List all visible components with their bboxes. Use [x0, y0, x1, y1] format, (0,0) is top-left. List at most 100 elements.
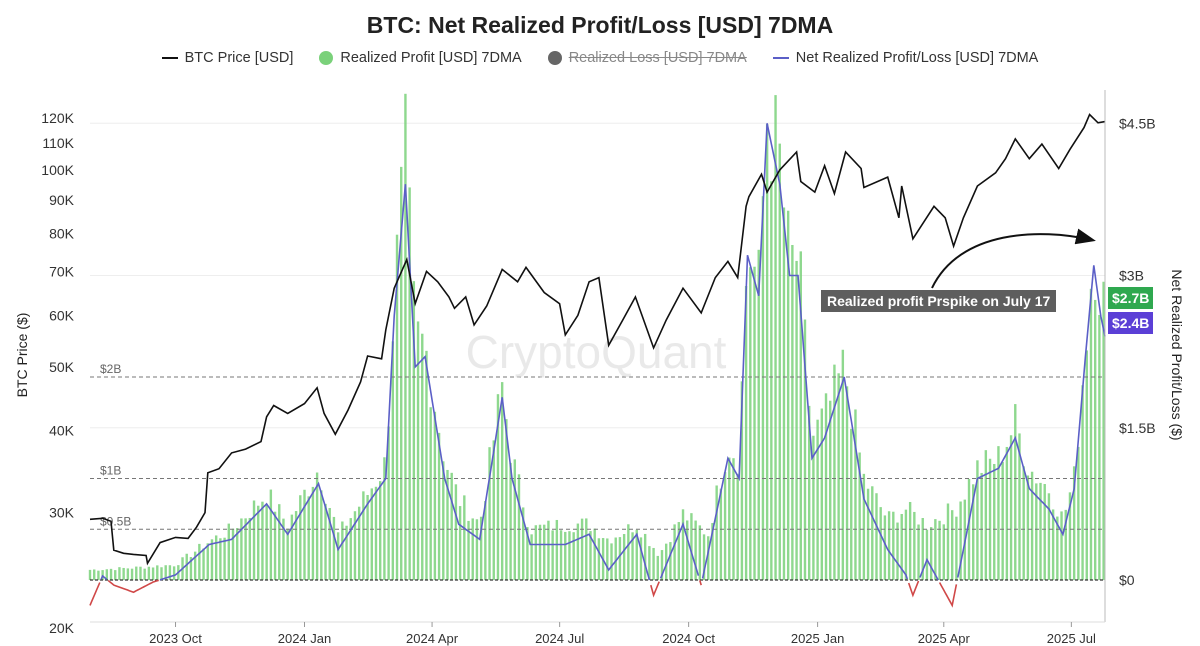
profit-bar	[185, 553, 188, 580]
x-tick-label: 2023 Oct	[149, 631, 202, 646]
profit-bar	[168, 565, 172, 580]
legend-item-net-realized[interactable]: Net Realized Profit/Loss [USD] 7DMA	[772, 50, 1038, 66]
profit-bar	[412, 281, 416, 580]
profit-bar	[1077, 446, 1080, 580]
profit-bar	[88, 569, 92, 580]
profit-bar	[307, 496, 310, 580]
legend-item-realized-loss[interactable]: Realized Loss [USD] 7DMA	[547, 50, 747, 66]
profit-bar	[97, 570, 100, 580]
profit-bar	[383, 457, 386, 580]
profit-bar	[143, 568, 146, 580]
profit-bar	[278, 504, 281, 580]
profit-bar	[269, 489, 273, 580]
profit-bar	[892, 511, 895, 580]
annotation-arrow	[931, 228, 1096, 289]
net-realized-loss-line	[650, 581, 660, 598]
profit-bar	[648, 546, 651, 580]
profit-bar	[812, 435, 815, 580]
profit-bar	[635, 529, 638, 580]
profit-bar	[875, 493, 878, 580]
y-left-axis-title: BTC Price ($)	[14, 313, 30, 398]
profit-bar	[871, 486, 874, 580]
profit-bar	[231, 528, 235, 580]
profit-bar	[1089, 288, 1093, 580]
y-left-tick-label: 20K	[49, 620, 75, 636]
y-right-tick-label: $3B	[1119, 268, 1144, 284]
legend-item-realized-profit[interactable]: Realized Profit [USD] 7DMA	[319, 50, 522, 66]
profit-bar	[353, 511, 357, 580]
chart-legend: BTC Price [USD] Realized Profit [USD] 7D…	[0, 50, 1200, 66]
profit-bar	[257, 505, 260, 580]
legend-line-marker-icon	[772, 57, 789, 59]
profit-bar	[1060, 511, 1063, 580]
profit-bar	[614, 537, 617, 580]
profit-bar	[816, 419, 819, 580]
profit-bar	[791, 244, 794, 581]
profit-bar	[707, 536, 710, 580]
profit-bar	[282, 518, 285, 580]
profit-bar	[568, 531, 571, 580]
profit-bar	[164, 565, 167, 580]
profit-bar	[362, 491, 365, 580]
profit-bar	[450, 472, 453, 580]
profit-bar	[639, 537, 643, 580]
profit-bar	[686, 520, 689, 580]
profit-bar	[357, 506, 361, 580]
profit-bar	[908, 501, 912, 580]
profit-bar	[332, 516, 336, 580]
profit-bar	[942, 524, 945, 580]
profit-bar	[1039, 482, 1042, 580]
legend-item-btc-price[interactable]: BTC Price [USD]	[161, 50, 293, 66]
profit-bar	[454, 484, 458, 580]
profit-bar	[1064, 509, 1067, 580]
profit-bar	[1081, 385, 1084, 580]
profit-bar	[593, 528, 596, 580]
profit-bar	[854, 409, 857, 580]
profit-bar	[223, 537, 226, 580]
profit-bar	[925, 529, 929, 580]
profit-bar	[673, 524, 676, 580]
profit-bar	[934, 519, 937, 580]
profit-bar	[913, 511, 916, 580]
x-tick-label: 2024 Apr	[406, 631, 459, 646]
profit-bar	[543, 524, 546, 580]
profit-bar	[160, 567, 163, 580]
profit-bar	[976, 460, 979, 580]
profit-bar	[627, 524, 630, 580]
profit-bar	[677, 522, 681, 580]
legend-dot-marker-icon	[319, 51, 334, 65]
legend-label: Realized Loss [USD] 7DMA	[568, 50, 747, 66]
profit-bar	[900, 513, 903, 580]
profit-bar	[564, 531, 567, 580]
net-realized-loss-line	[907, 580, 920, 598]
x-tick-label: 2024 Jul	[535, 631, 584, 646]
profit-bar	[433, 411, 437, 580]
legend-line-marker-icon	[161, 57, 178, 59]
profit-bar	[534, 525, 538, 580]
profit-bar	[1085, 350, 1088, 580]
profit-bar	[610, 543, 613, 580]
profit-bar	[980, 472, 983, 580]
profit-bar	[479, 516, 483, 580]
profit-bar	[883, 515, 887, 580]
profit-bar	[458, 506, 462, 580]
profit-bar	[484, 501, 487, 580]
profit-bar	[589, 531, 592, 580]
legend-label: Realized Profit [USD] 7DMA	[340, 50, 522, 66]
profit-bar	[147, 566, 151, 580]
annotation-callout: Realized profit Prspike on July 17	[821, 290, 1057, 312]
profit-bar	[379, 481, 382, 580]
profit-bar	[336, 532, 340, 580]
profit-bar	[576, 523, 580, 580]
profit-bar	[135, 566, 138, 580]
profit-bar	[702, 534, 706, 580]
watermark-text: CryptoQuant	[466, 326, 727, 378]
profit-bar	[118, 567, 121, 580]
profit-bar	[404, 93, 407, 580]
profit-bar	[845, 386, 849, 580]
profit-bar	[273, 511, 277, 580]
profit-bar	[778, 143, 781, 581]
profit-bar	[631, 532, 634, 580]
